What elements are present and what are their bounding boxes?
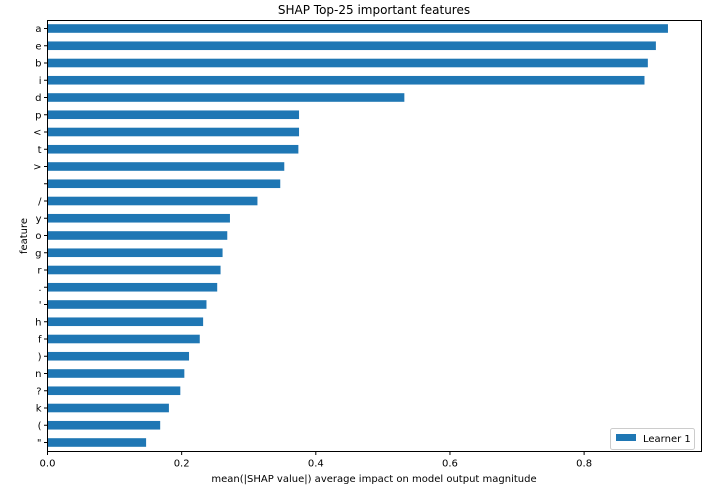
bar-3: [47, 75, 645, 85]
bar-11: [47, 213, 230, 223]
y-tick-label-21: ?: [36, 386, 41, 397]
y-tick-label-15: .: [38, 283, 41, 294]
y-tick-label-20: n: [35, 369, 41, 380]
bar-20: [47, 369, 185, 378]
y-tick-label-1: e: [35, 41, 41, 52]
y-tick-label-22: k: [36, 404, 42, 415]
x-tick-label-0: 0.0: [40, 459, 56, 470]
bar-7: [47, 144, 299, 154]
bar-13: [47, 248, 223, 258]
y-tick-label-24: ": [37, 438, 42, 449]
bar-8: [47, 162, 285, 171]
y-tick-label-16: ': [39, 300, 42, 311]
y-tick-label-6: <: [33, 128, 41, 139]
x-tick-label-3: 0.6: [442, 459, 458, 470]
legend: Learner 1: [610, 428, 695, 450]
bar-2: [47, 58, 648, 68]
bar-24: [47, 438, 147, 447]
y-tick-label-14: r: [37, 266, 42, 277]
y-tick-label-10: /: [38, 197, 42, 208]
y-tick-label-3: i: [39, 76, 42, 87]
x-axis: 0.0 0.2 0.4 0.6 0.8: [40, 451, 592, 470]
bars-group: [47, 24, 668, 447]
y-tick-label-0: a: [35, 24, 41, 35]
y-tick-label-4: d: [35, 93, 41, 104]
legend-label: Learner 1: [643, 434, 691, 445]
x-tick-label-4: 0.8: [576, 459, 592, 470]
bar-1: [47, 41, 656, 51]
bar-9: [47, 179, 281, 189]
bar-4: [47, 93, 405, 102]
y-tick-label-7: t: [38, 145, 42, 156]
bar-14: [47, 265, 221, 275]
x-tick-label-1: 0.2: [174, 459, 190, 470]
y-tick-label-8: >: [33, 162, 41, 173]
y-tick-label-12: o: [35, 231, 41, 242]
y-tick-label-18: f: [38, 335, 42, 346]
bar-17: [47, 317, 204, 327]
bar-21: [47, 386, 181, 396]
x-tick-label-2: 0.4: [308, 459, 324, 470]
y-tick-label-5: p: [35, 110, 41, 121]
legend-swatch: [616, 434, 636, 441]
bar-5: [47, 110, 300, 120]
y-tick-label-23: (: [38, 421, 42, 432]
plot-frame: [47, 20, 702, 452]
bar-18: [47, 334, 200, 344]
y-axis-title: feature: [19, 218, 30, 254]
bar-19: [47, 351, 190, 361]
bar-16: [47, 300, 207, 309]
chart-title: SHAP Top-25 important features: [278, 3, 470, 17]
bar-0: [47, 24, 668, 33]
bar-12: [47, 231, 228, 240]
x-axis-title: mean(|SHAP value|) average impact on mod…: [211, 474, 536, 485]
legend-box: [610, 428, 695, 450]
y-tick-label-19: ): [38, 352, 42, 363]
bar-23: [47, 420, 161, 430]
y-tick-label-11: y: [36, 214, 42, 225]
y-tick-label-13: g: [35, 248, 41, 259]
y-tick-label-2: b: [35, 59, 41, 70]
bar-15: [47, 282, 218, 292]
bar-6: [47, 127, 300, 137]
bar-22: [47, 403, 169, 413]
y-tick-label-17: h: [35, 317, 41, 328]
bar-10: [47, 196, 258, 206]
